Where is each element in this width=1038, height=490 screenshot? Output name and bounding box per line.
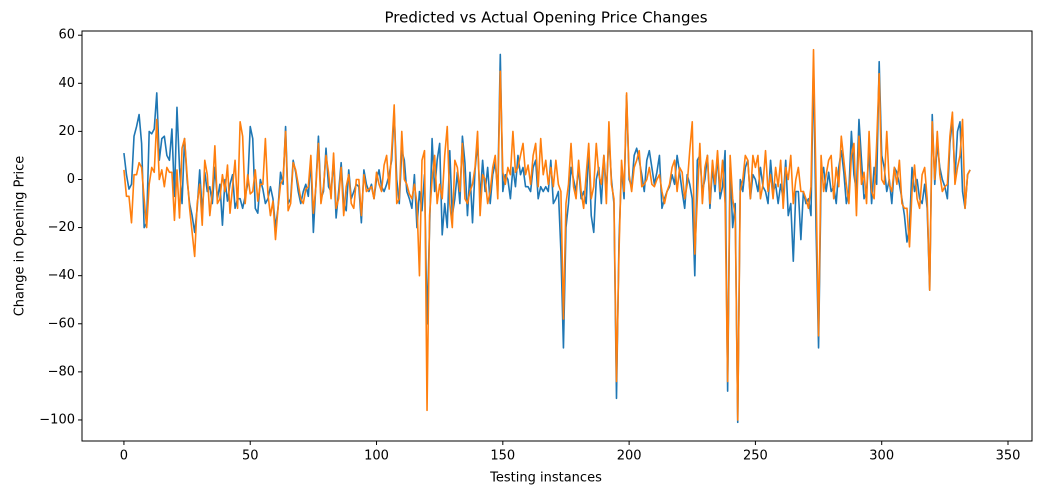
x-axis-label: Testing instances <box>489 471 602 486</box>
y-tick-label: 60 <box>58 28 75 43</box>
y-tick-label: −80 <box>48 364 75 379</box>
y-tick-label: −100 <box>39 412 75 427</box>
x-tick-label: 350 <box>996 449 1021 464</box>
y-tick-label: 0 <box>67 172 75 187</box>
plot-frame <box>81 30 1033 442</box>
x-tick-label: 100 <box>364 449 389 464</box>
x-tick-label: 50 <box>242 449 259 464</box>
y-axis-label: Change in Opening Price <box>13 156 28 317</box>
y-tick-label: 40 <box>58 76 75 91</box>
y-tick-label: −20 <box>48 220 75 235</box>
x-tick-label: 200 <box>617 449 642 464</box>
x-tick-label: 0 <box>120 449 128 464</box>
y-tick-label: −60 <box>48 316 75 331</box>
data-line <box>123 48 971 421</box>
y-tick-label: 20 <box>58 124 75 139</box>
x-tick-label: 150 <box>490 449 515 464</box>
y-tick-label: −40 <box>48 268 75 283</box>
chart-title: Predicted vs Actual Opening Price Change… <box>384 9 707 27</box>
data-line <box>123 53 971 424</box>
x-tick-label: 300 <box>869 449 894 464</box>
x-tick-label: 250 <box>743 449 768 464</box>
